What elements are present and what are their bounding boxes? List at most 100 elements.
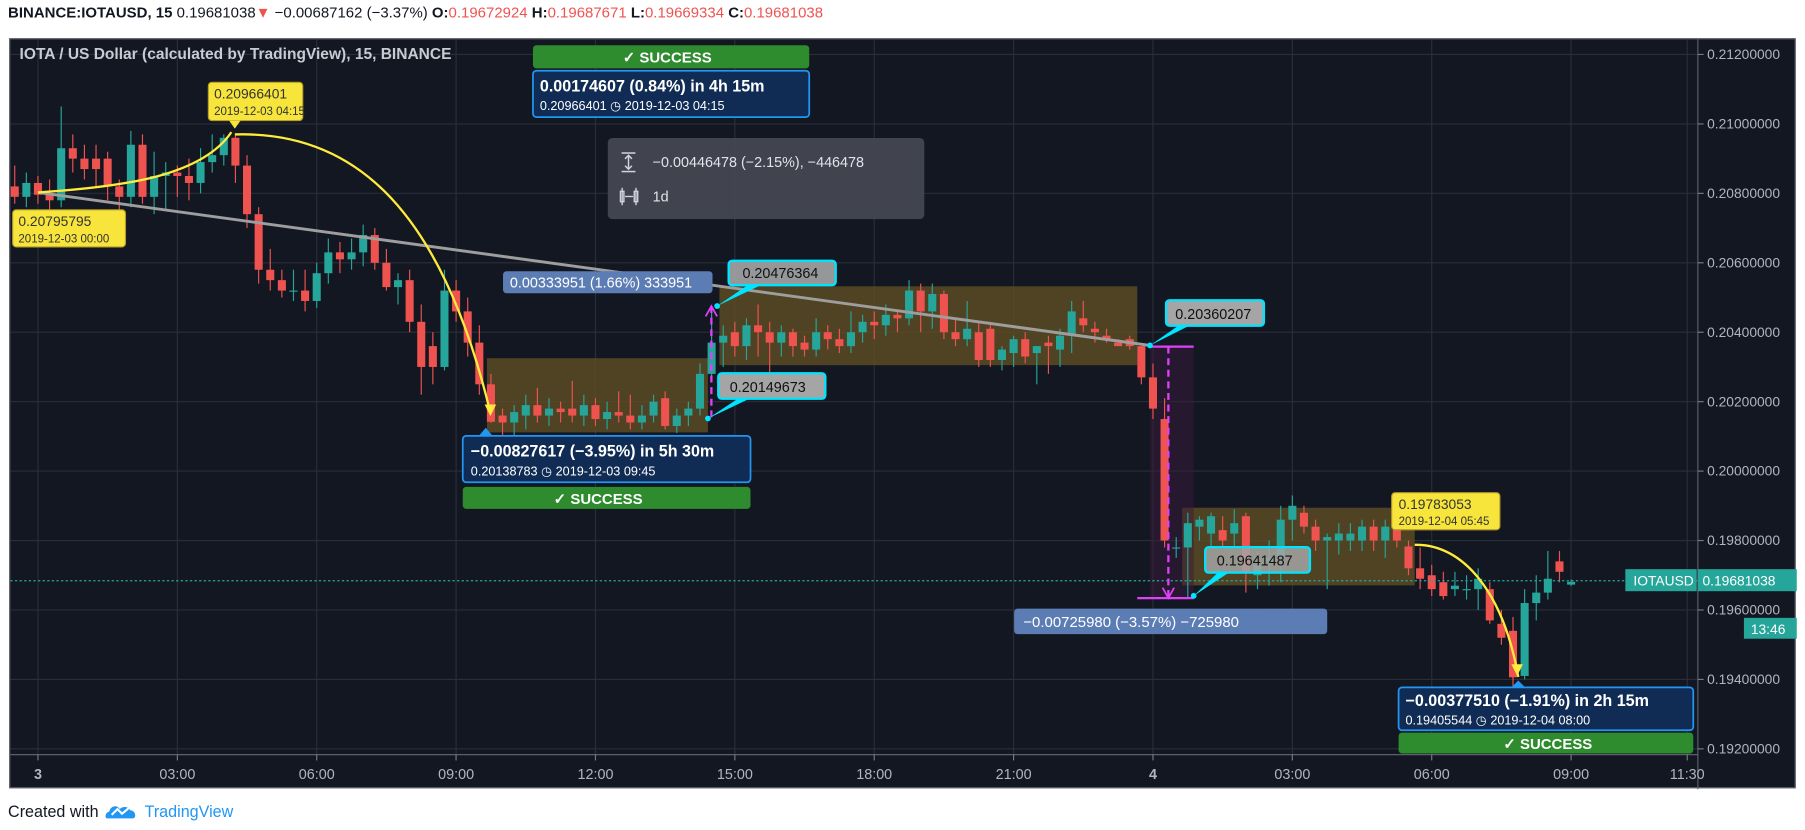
- candle[interactable]: [812, 318, 821, 357]
- candle[interactable]: [846, 311, 856, 354]
- candle[interactable]: [161, 162, 170, 211]
- candle[interactable]: [800, 335, 809, 357]
- candle[interactable]: [1299, 505, 1308, 534]
- candle[interactable]: [370, 228, 379, 270]
- time-axis[interactable]: 3 03:00 06:00 09:00 12:00 15:00 18:00 21:00 4 03:…: [34, 754, 1705, 783]
- candle[interactable]: [1416, 547, 1425, 590]
- start-price-label[interactable]: 0.20795795 2019-12-03 00:00: [12, 209, 127, 248]
- candle[interactable]: [301, 269, 310, 312]
- candle[interactable]: [1009, 335, 1018, 367]
- candle[interactable]: [417, 304, 426, 395]
- candle[interactable]: [603, 401, 612, 430]
- candle[interactable]: [289, 269, 298, 301]
- candle[interactable]: [1450, 571, 1459, 597]
- candle[interactable]: [637, 405, 646, 430]
- candle[interactable]: [57, 106, 66, 208]
- candle[interactable]: [1160, 398, 1169, 548]
- candle[interactable]: [1381, 519, 1390, 558]
- candle[interactable]: [661, 391, 670, 430]
- candle[interactable]: [1427, 564, 1436, 597]
- candle[interactable]: [986, 321, 995, 367]
- candle[interactable]: [1323, 533, 1332, 590]
- tradingview-logo-icon[interactable]: [104, 802, 139, 821]
- candle[interactable]: [312, 262, 321, 308]
- candle[interactable]: [533, 387, 542, 423]
- candle[interactable]: [324, 238, 333, 284]
- candle[interactable]: [1543, 550, 1552, 600]
- low-price-label[interactable]: 0.19783053 2019-12-04 05:45: [1391, 492, 1501, 531]
- candle[interactable]: [242, 155, 252, 229]
- candle[interactable]: [219, 134, 228, 166]
- candle[interactable]: [1520, 589, 1529, 680]
- candle[interactable]: [823, 325, 832, 350]
- candle[interactable]: [893, 311, 902, 333]
- projection-curve-up[interactable]: [37, 131, 233, 194]
- candle[interactable]: [1183, 512, 1192, 599]
- chart-svg[interactable]: 0.00333951 (1.66%) 333951 −0.00725980 (−…: [10, 39, 1797, 790]
- candle[interactable]: [1137, 346, 1146, 385]
- candle[interactable]: [1195, 516, 1204, 541]
- candle[interactable]: [951, 318, 960, 347]
- candle[interactable]: [1555, 550, 1564, 583]
- candle[interactable]: [1404, 540, 1413, 576]
- candle[interactable]: [126, 130, 135, 208]
- candle[interactable]: [1148, 363, 1157, 420]
- candle[interactable]: [428, 332, 437, 385]
- candle[interactable]: [103, 151, 112, 201]
- candle[interactable]: [1021, 332, 1030, 364]
- price-callout-b[interactable]: 0.20149673: [717, 372, 827, 400]
- top-projection-label[interactable]: ✓ SUCCESS 0.00174607 (0.84%) in 4h 15m 0…: [532, 45, 811, 118]
- candle[interactable]: [719, 325, 728, 367]
- projection-curve-down-2[interactable]: [1414, 543, 1520, 678]
- candle[interactable]: [1172, 537, 1181, 558]
- candle[interactable]: [231, 135, 240, 183]
- candle[interactable]: [92, 144, 101, 187]
- peak-price-label[interactable]: 0.20966401 2019-12-03 04:15: [207, 81, 305, 122]
- mid-projection-label[interactable]: −0.00827617 (−3.95%) in 5h 30m 0.2013878…: [461, 427, 752, 509]
- candle[interactable]: [905, 280, 914, 326]
- candle[interactable]: [393, 273, 403, 305]
- candle[interactable]: [347, 238, 356, 270]
- candle[interactable]: [928, 283, 937, 329]
- candle[interactable]: [463, 297, 472, 357]
- candle[interactable]: [1567, 579, 1576, 586]
- candle[interactable]: [452, 280, 461, 322]
- candle[interactable]: [1288, 495, 1297, 541]
- candle[interactable]: [138, 134, 147, 204]
- anchor-point[interactable]: [705, 415, 711, 422]
- candle[interactable]: [568, 380, 577, 423]
- candle[interactable]: [754, 304, 763, 357]
- candle[interactable]: [196, 148, 205, 194]
- candle[interactable]: [858, 314, 867, 343]
- candle[interactable]: [33, 175, 42, 204]
- candle[interactable]: [440, 269, 449, 371]
- candle[interactable]: [1079, 300, 1088, 333]
- candle[interactable]: [1311, 519, 1320, 551]
- candle[interactable]: [1462, 575, 1471, 600]
- candle[interactable]: [626, 394, 635, 430]
- candle[interactable]: [777, 325, 786, 357]
- candle[interactable]: [521, 394, 530, 430]
- price-axis[interactable]: 0.21200000 0.21000000 0.20800000 0.20600000…: [1697, 46, 1780, 756]
- anchor-point[interactable]: [1190, 592, 1197, 599]
- candle[interactable]: [788, 328, 797, 357]
- candle[interactable]: [579, 394, 588, 426]
- candle[interactable]: [1032, 346, 1041, 385]
- candle[interactable]: [498, 408, 507, 437]
- candle[interactable]: [1056, 328, 1065, 367]
- candle[interactable]: [335, 241, 344, 274]
- candle[interactable]: [80, 144, 89, 180]
- price-callout-d[interactable]: 0.19641487: [1204, 545, 1312, 574]
- candle[interactable]: [1474, 568, 1483, 610]
- candle[interactable]: [742, 318, 751, 361]
- candle[interactable]: [359, 224, 368, 267]
- candle[interactable]: [1357, 519, 1367, 551]
- candle[interactable]: [208, 134, 217, 173]
- candle[interactable]: [870, 311, 879, 340]
- candle[interactable]: [835, 328, 844, 354]
- candle[interactable]: [1230, 509, 1239, 548]
- candle[interactable]: [649, 394, 658, 423]
- right-projection-label[interactable]: −0.00377510 (−1.91%) in 2h 15m 0.1940554…: [1397, 680, 1695, 754]
- projection-curve-down[interactable]: [234, 133, 492, 413]
- anchor-point[interactable]: [1147, 342, 1153, 349]
